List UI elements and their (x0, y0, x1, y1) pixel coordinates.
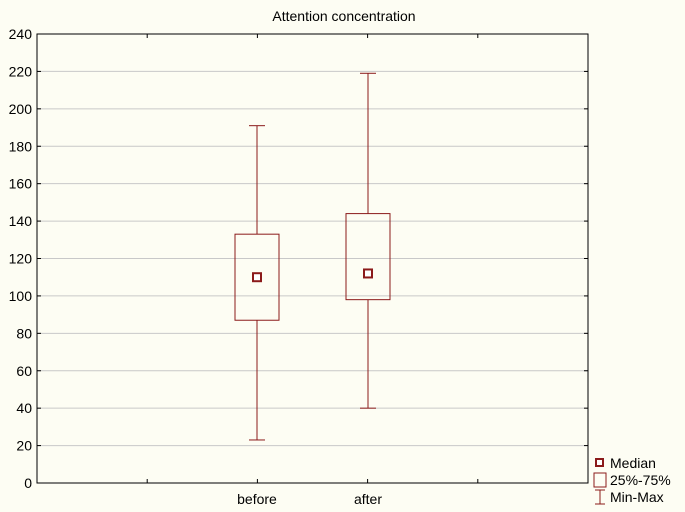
y-tick-label: 200 (9, 101, 33, 117)
legend-label-box: 25%-75% (610, 472, 671, 488)
y-tick-label: 0 (24, 475, 32, 491)
box-iqr (345, 213, 391, 301)
y-tick-label: 80 (16, 325, 32, 341)
box-iqr (234, 233, 280, 321)
y-axis: 0 20 40 60 80 100 120 140 160 180 200 220 240 (9, 26, 588, 491)
y-tick-label: 60 (16, 363, 32, 379)
legend-box-icon (593, 472, 607, 488)
y-tick-label: 220 (9, 63, 33, 79)
y-tick-label: 100 (9, 288, 33, 304)
chart-title: Attention concentration (272, 8, 415, 24)
legend-label-median: Median (610, 455, 656, 471)
boxes (234, 72, 391, 441)
box-before (234, 125, 280, 441)
y-tick-label: 20 (16, 438, 32, 454)
box-after (345, 72, 391, 409)
x-tick-label: before (237, 491, 277, 507)
y-tick-label: 240 (9, 26, 33, 42)
legend-median-icon (595, 458, 604, 467)
x-axis: before after (146, 34, 479, 507)
y-tick-label: 160 (9, 176, 33, 192)
grid-lines (37, 70, 588, 447)
median-marker (363, 268, 373, 279)
legend-label-whisker: Min-Max (610, 489, 664, 505)
y-tick-label: 180 (9, 138, 33, 154)
median-marker (252, 272, 262, 283)
y-tick-label: 140 (9, 213, 33, 229)
y-tick-label: 40 (16, 400, 32, 416)
y-tick-label: 120 (9, 251, 33, 267)
x-tick-label: after (354, 491, 382, 507)
